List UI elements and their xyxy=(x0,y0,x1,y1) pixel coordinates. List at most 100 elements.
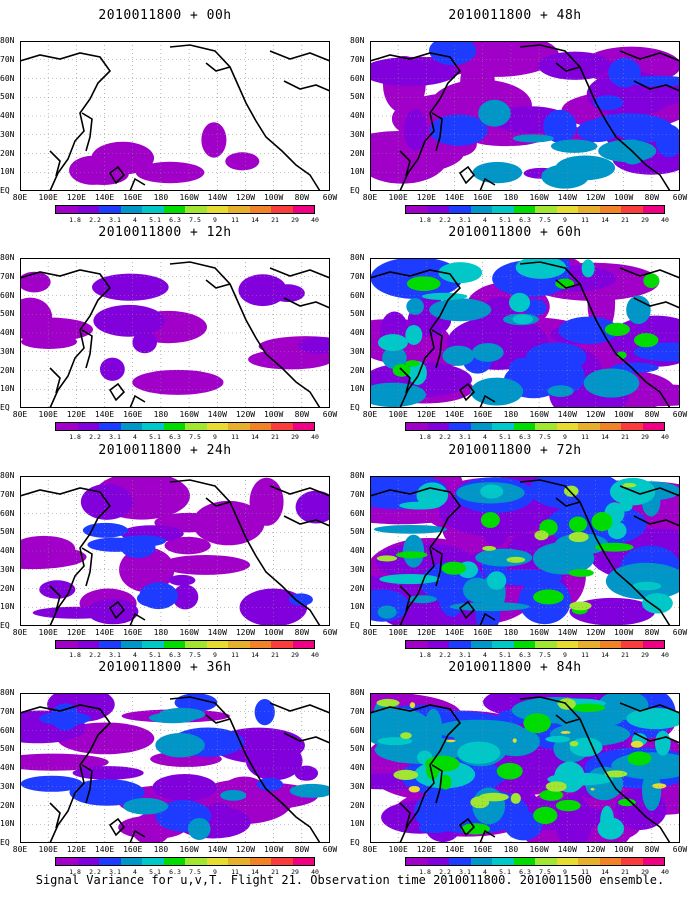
colorbar-swatch xyxy=(470,641,492,648)
latitude-label: 30N xyxy=(350,781,365,791)
colorbar-swatch xyxy=(556,206,578,213)
latitude-label: EQ xyxy=(0,186,10,195)
coastline xyxy=(619,267,680,279)
latitude-label: 60N xyxy=(0,73,15,83)
colorbar-level-label: 6.3 xyxy=(519,651,531,659)
variance-contour xyxy=(20,753,109,771)
variance-contour xyxy=(630,740,644,748)
variance-contour xyxy=(201,122,227,158)
variance-contour xyxy=(627,751,652,766)
longitude-label: 180 xyxy=(153,410,169,419)
colorbar-swatch xyxy=(271,641,293,648)
colorbar-swatch xyxy=(120,641,142,648)
variance-contour xyxy=(160,555,251,575)
latitude-label: 20N xyxy=(350,583,365,593)
variance-map xyxy=(20,693,330,843)
variance-contour xyxy=(99,357,125,381)
map-frame xyxy=(370,258,680,408)
longitude-label: 160E xyxy=(473,410,493,419)
variance-contour xyxy=(555,155,616,181)
variance-contour xyxy=(487,571,507,590)
variance-contour xyxy=(69,779,145,806)
longitude-label: 60W xyxy=(672,410,688,419)
coastline xyxy=(20,487,112,626)
colorbar-level-label: 29 xyxy=(641,433,649,441)
colorbar-level-label: 1.8 xyxy=(69,433,81,441)
coastline xyxy=(169,479,321,626)
colorbar-swatch xyxy=(292,641,314,648)
coastline xyxy=(20,269,112,408)
colorbar-swatch xyxy=(185,641,207,648)
colorbar-level-label: 29 xyxy=(291,216,299,224)
variance-contour xyxy=(395,551,428,559)
colorbar-swatch xyxy=(228,858,250,865)
variance-contour xyxy=(377,334,408,352)
colorbar-level-label: 6.3 xyxy=(519,216,531,224)
colorbar-level-label: 21 xyxy=(621,868,629,876)
colorbar-swatch xyxy=(492,641,514,648)
latitude-label: 50N xyxy=(350,744,365,754)
panel-title: 2010011800 + 36h xyxy=(98,660,232,675)
variance-contour xyxy=(534,530,549,541)
colorbar-swatch xyxy=(206,641,228,648)
colorbar-level-label: 1.8 xyxy=(69,651,81,659)
longitude-label: 120W xyxy=(235,410,256,419)
variance-contour xyxy=(496,762,523,780)
variance-contour xyxy=(442,345,475,366)
latitude-label: 60N xyxy=(350,508,365,518)
longitude-label: 120E xyxy=(66,410,86,419)
latitude-label: EQ xyxy=(350,838,360,847)
variance-contour xyxy=(480,484,504,499)
latitude-label: EQ xyxy=(350,186,360,195)
colorbar-level-label: 11 xyxy=(231,868,239,876)
coastline xyxy=(20,52,112,191)
colorbar-swatch xyxy=(492,206,514,213)
colorbar-level-label: 11 xyxy=(231,433,239,441)
colorbar-level-label: 21 xyxy=(621,216,629,224)
longitude-label: 120W xyxy=(235,845,256,854)
longitude-label: 120W xyxy=(235,193,256,202)
variance-contour xyxy=(543,109,577,143)
colorbar-level-label: 6.3 xyxy=(169,433,181,441)
variance-contour xyxy=(593,95,624,111)
latitude-label: 60N xyxy=(350,290,365,300)
longitude-label: 60W xyxy=(672,628,688,637)
colorbar-swatch xyxy=(142,641,164,648)
variance-map xyxy=(370,693,680,843)
latitude-label: 50N xyxy=(350,309,365,319)
colorbar-swatch xyxy=(513,423,535,430)
variance-contour xyxy=(607,521,627,540)
colorbar-swatch xyxy=(470,858,492,865)
colorbar-level-label: 29 xyxy=(641,868,649,876)
variance-contour xyxy=(402,534,425,568)
latitude-label: 30N xyxy=(0,564,15,574)
colorbar-swatch xyxy=(77,858,99,865)
variance-contour xyxy=(91,141,155,175)
latitude-label: 50N xyxy=(0,527,15,537)
latitude-label: 70N xyxy=(0,489,15,499)
variance-contour xyxy=(429,298,492,322)
variance-contour xyxy=(512,738,517,743)
longitude-label: 160W xyxy=(529,193,549,202)
longitude-label: 180 xyxy=(503,410,519,419)
variance-contour xyxy=(489,569,563,586)
colorbar-swatch xyxy=(163,641,185,648)
variance-contour xyxy=(256,777,283,791)
colorbar-swatch xyxy=(556,641,578,648)
longitude-label: 80W xyxy=(644,193,660,202)
colorbar-swatch xyxy=(642,423,664,430)
colorbar-swatch xyxy=(292,206,314,213)
latitude-label: 70N xyxy=(0,54,15,64)
panel-title: 2010011800 + 12h xyxy=(98,225,232,240)
latitude-label: 10N xyxy=(350,167,365,177)
variance-contour xyxy=(472,161,523,184)
colorbar-level-label: 9 xyxy=(563,651,567,659)
longitude-label: 120E xyxy=(416,193,436,202)
longitude-label: 80W xyxy=(294,628,310,637)
colorbar-level-label: 21 xyxy=(271,433,279,441)
colorbar-swatch xyxy=(99,641,121,648)
coastline xyxy=(81,329,93,369)
colorbar-level-label: 5.1 xyxy=(149,216,161,224)
latitude-label: EQ xyxy=(350,403,360,412)
colorbar-swatch xyxy=(163,423,185,430)
